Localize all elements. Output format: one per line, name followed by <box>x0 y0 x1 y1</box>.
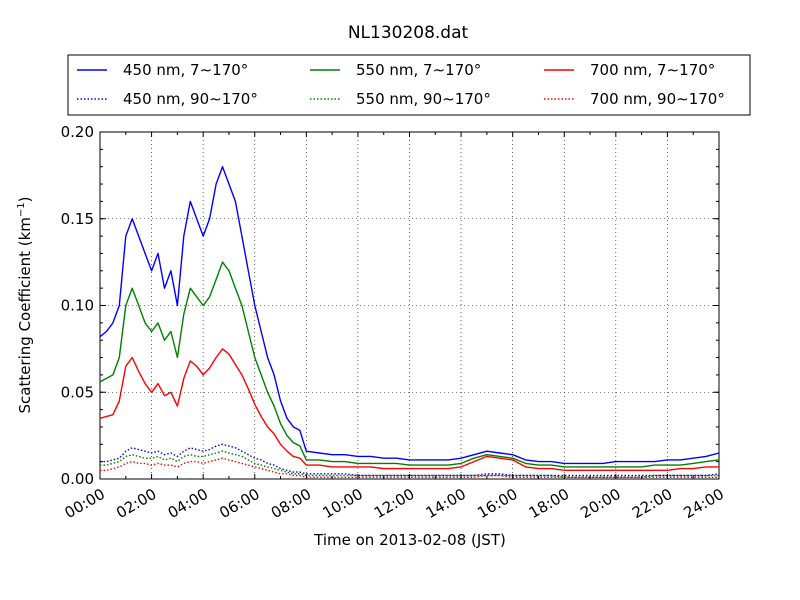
y-axis-label: Scattering Coefficient (km−1) <box>16 196 34 413</box>
chart-title: NL130208.dat <box>348 23 469 43</box>
series-line-0 <box>99 165 720 465</box>
y-tick-label: 0.00 <box>61 470 94 488</box>
legend-label-0: 450 nm, 7∼170° <box>123 61 248 79</box>
legend-label-4: 700 nm, 7∼170° <box>590 61 715 79</box>
series-line-3 <box>100 450 719 478</box>
y-tick-label: 0.05 <box>61 383 94 401</box>
y-tick-label: 0.15 <box>61 210 94 228</box>
legend: 450 nm, 7∼170° 550 nm, 7∼170° 700 nm, 7∼17… <box>77 61 725 108</box>
y-tick-label: 0.20 <box>61 123 94 141</box>
legend-label-2: 550 nm, 7∼170° <box>356 61 481 79</box>
legend-label-3: 550 nm, 90∼170° <box>356 90 491 108</box>
series-line-2 <box>99 261 720 468</box>
x-axis-label: Time on 2013-02-08 (JST) <box>313 531 506 549</box>
legend-label-5: 700 nm, 90∼170° <box>590 90 725 108</box>
series-line-4 <box>99 348 719 471</box>
legend-box <box>67 54 751 116</box>
legend-label-1: 450 nm, 90∼170° <box>123 90 258 108</box>
y-tick-label: 0.10 <box>61 297 94 315</box>
